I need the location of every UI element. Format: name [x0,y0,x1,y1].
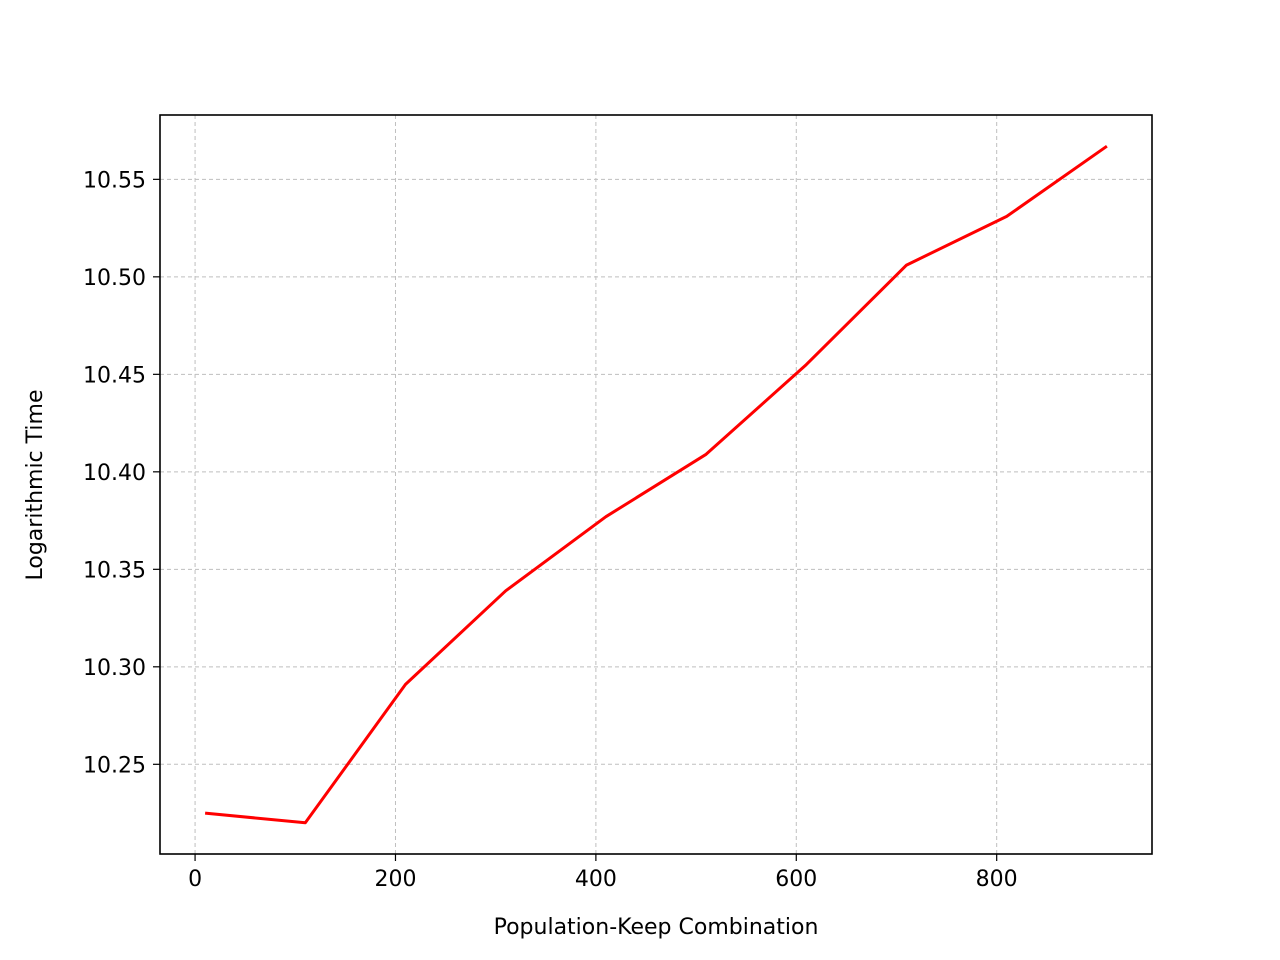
x-tick-label: 400 [575,867,617,892]
x-axis-title: Population-Keep Combination [494,915,819,940]
y-tick-label: 10.25 [83,753,146,778]
x-tick-label: 0 [188,867,202,892]
y-tick-label: 10.40 [83,461,146,486]
y-axis-title: Logarithmic Time [23,390,48,581]
y-tick-label: 10.30 [83,656,146,681]
y-tick-label: 10.35 [83,558,146,583]
y-tick-label: 10.45 [83,363,146,388]
x-tick-label: 200 [374,867,416,892]
plot-frame [159,114,1153,855]
x-tick-label: 800 [976,867,1018,892]
x-tick-label: 600 [775,867,817,892]
y-tick-label: 10.50 [83,266,146,291]
y-tick-label: 10.55 [83,168,146,193]
y-axis-ticks: 10.25 10.30 10.35 10.40 10.45 10.50 10.55 [83,168,160,778]
series-lines [204,144,1108,825]
x-axis-ticks: 0 200 400 600 800 [188,854,1018,892]
series-line [204,144,1108,825]
grid-lines [160,115,1152,854]
